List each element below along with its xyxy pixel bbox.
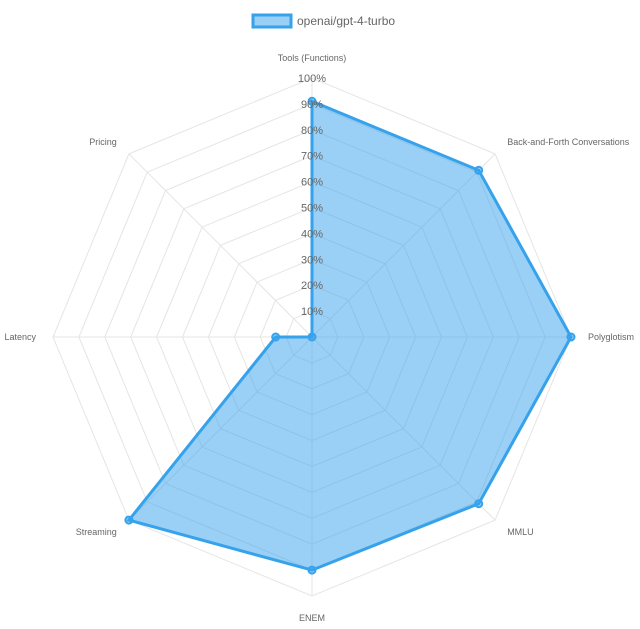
axis-labels: Tools (Functions) Back-and-Forth Conversa… — [4, 53, 634, 623]
r-tick-label: 80% — [301, 125, 323, 137]
legend-swatch-gpt-4-turbo[interactable] — [251, 13, 293, 29]
axis-label-streaming: Streaming — [76, 527, 117, 537]
data-point-streaming[interactable] — [124, 515, 134, 525]
radial-tick-labels: 10% 20% 30% 40% 50% 60% 70% 80% 90% 100% — [298, 73, 326, 318]
legend-label-gpt-4-turbo[interactable]: openai/gpt-4-turbo — [297, 14, 395, 28]
axis-label-back-and-forth-conversations: Back-and-Forth Conversations — [507, 137, 630, 147]
axis-label-polyglotism: Polyglotism — [588, 332, 634, 342]
r-tick-label: 60% — [301, 177, 323, 189]
r-tick-label: 90% — [301, 99, 323, 111]
r-tick-label: 100% — [298, 73, 326, 85]
r-tick-label: 10% — [301, 306, 323, 318]
axis-label-tools-functions: Tools (Functions) — [278, 53, 347, 63]
legend[interactable]: openai/gpt-4-turbo — [251, 13, 395, 29]
data-point-pricing[interactable] — [307, 332, 317, 342]
r-tick-label: 40% — [301, 228, 323, 240]
r-tick-label: 30% — [301, 254, 323, 266]
data-point-latency[interactable] — [271, 332, 281, 342]
data-point-tools-functions[interactable] — [307, 96, 317, 106]
axis-label-mmlu: MMLU — [507, 527, 534, 537]
axis-label-pricing: Pricing — [89, 137, 117, 147]
data-point-polyglotism[interactable] — [566, 332, 576, 342]
axis-label-enem: ENEM — [299, 613, 325, 623]
r-tick-label: 70% — [301, 151, 323, 163]
r-tick-label: 20% — [301, 280, 323, 292]
data-point-enem[interactable] — [307, 565, 317, 575]
series-layer — [124, 96, 576, 575]
series-area-openai-gpt-4-turbo — [126, 99, 573, 572]
axis-label-latency: Latency — [4, 332, 36, 342]
grid-spoke — [128, 153, 313, 338]
data-point-back-and-forth-conversations[interactable] — [474, 165, 484, 175]
data-point-mmlu[interactable] — [474, 499, 484, 509]
r-tick-label: 50% — [301, 203, 323, 215]
